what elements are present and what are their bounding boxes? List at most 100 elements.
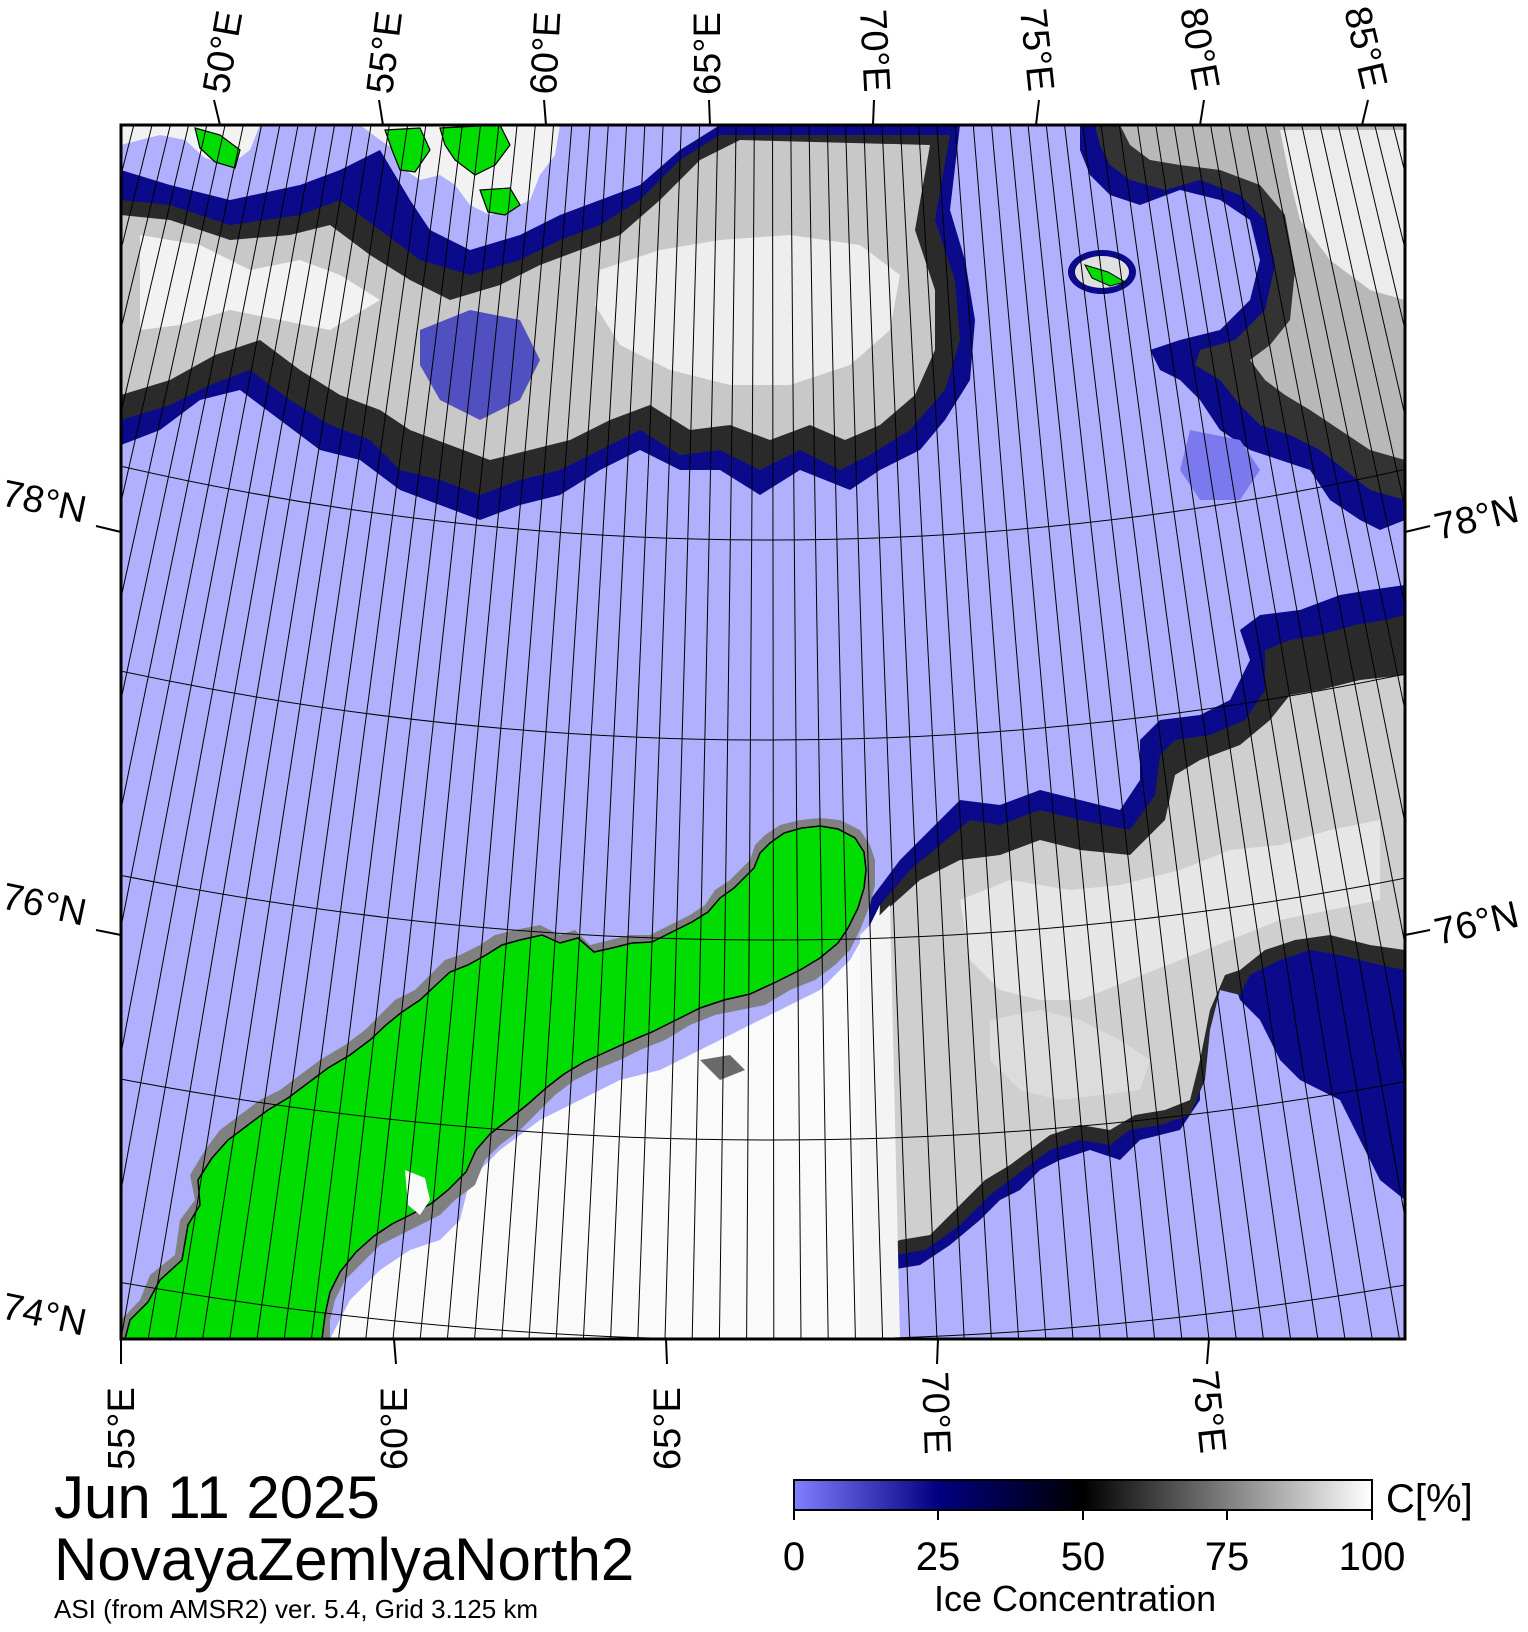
meridian bbox=[1064, 125, 1210, 1339]
top-lon-label: 60°E bbox=[523, 11, 569, 96]
kara-sea-ice bbox=[330, 905, 880, 1339]
meridian bbox=[1411, 125, 1528, 1339]
meridian bbox=[826, 125, 856, 1339]
meridian bbox=[582, 125, 646, 1339]
meridian bbox=[1100, 125, 1264, 1339]
meridian bbox=[1283, 125, 1405, 713]
bottom-lon-label: 65°E bbox=[647, 1387, 689, 1470]
meridian bbox=[1264, 125, 1405, 826]
meridian bbox=[121, 125, 281, 930]
meridian bbox=[0, 125, 116, 1339]
meridian bbox=[954, 125, 1047, 1339]
meridian bbox=[1045, 125, 1183, 1339]
meridian bbox=[918, 125, 992, 1339]
meridian bbox=[1137, 125, 1319, 1339]
tick-marks bbox=[95, 99, 1431, 1365]
meridian bbox=[1173, 125, 1373, 1339]
right-lat-label: 76°N bbox=[1431, 894, 1523, 954]
colorbar-title: Ice Concentration bbox=[934, 1578, 1217, 1619]
top-lon-label: 85°E bbox=[1335, 3, 1395, 93]
colorbar-tick: 0 bbox=[783, 1535, 805, 1579]
bottom-lon-label: 75°E bbox=[1183, 1369, 1233, 1456]
meridian bbox=[229, 125, 409, 1339]
meridian bbox=[121, 125, 244, 703]
meridian bbox=[845, 125, 884, 1339]
meridian bbox=[1027, 125, 1156, 1339]
meridian bbox=[691, 125, 719, 1339]
meridian bbox=[365, 125, 500, 1339]
left-lat-label: 78°N bbox=[0, 473, 90, 532]
meridian bbox=[1301, 125, 1405, 608]
meridian bbox=[121, 125, 317, 1194]
meridian bbox=[121, 125, 299, 1057]
meridian bbox=[991, 125, 1101, 1339]
meridian bbox=[1246, 125, 1405, 948]
right-lat-label: 78°N bbox=[1431, 489, 1523, 549]
meridian bbox=[936, 125, 1020, 1339]
meridian bbox=[637, 125, 682, 1339]
meridian bbox=[863, 125, 911, 1339]
meridian bbox=[972, 125, 1074, 1339]
meridian bbox=[147, 125, 354, 1339]
region-name: NovayaZemlyaNorth2 bbox=[54, 1526, 635, 1593]
bottom-longitude-labels: 55°E 60°E 65°E 70°E 75°E bbox=[101, 1369, 1233, 1470]
meridian bbox=[1118, 125, 1292, 1339]
meridian bbox=[790, 125, 802, 1339]
meridian bbox=[1392, 125, 1405, 175]
meridian bbox=[283, 125, 445, 1339]
colorbar-gradient bbox=[793, 1479, 1373, 1511]
bottom-lon-label: 55°E bbox=[101, 1387, 143, 1470]
meridian bbox=[392, 125, 518, 1339]
meridian bbox=[121, 125, 135, 177]
meridian bbox=[121, 125, 226, 601]
meridian bbox=[256, 125, 427, 1339]
meridian bbox=[808, 125, 829, 1339]
meridian bbox=[338, 125, 482, 1339]
left-lat-label: 74°N bbox=[0, 1286, 90, 1345]
meridian bbox=[1155, 125, 1346, 1339]
colorbar-tick: 25 bbox=[916, 1535, 961, 1579]
meridian bbox=[474, 125, 573, 1339]
meridian bbox=[899, 125, 965, 1339]
meridian bbox=[0, 125, 79, 1339]
meridian bbox=[310, 125, 463, 1339]
meridian bbox=[1228, 125, 1405, 1079]
top-longitude-labels: 50°E 55°E 60°E 65°E 70°E 75°E 80°E 85°E bbox=[196, 3, 1395, 97]
meridian bbox=[772, 125, 775, 1339]
top-lon-label: 70°E bbox=[851, 8, 897, 93]
colorbar-tick: 75 bbox=[1205, 1535, 1250, 1579]
meridian bbox=[0, 125, 97, 1339]
map-area bbox=[0, 125, 1528, 1339]
meridian bbox=[1082, 125, 1237, 1339]
map-date: Jun 11 2025 bbox=[54, 1464, 380, 1531]
top-lon-label: 75°E bbox=[1011, 7, 1061, 94]
top-lon-label: 80°E bbox=[1171, 4, 1227, 93]
meridian bbox=[121, 125, 336, 1339]
meridian bbox=[121, 125, 208, 505]
northern-ice-pack bbox=[121, 125, 975, 520]
graticule bbox=[0, 125, 1528, 1339]
bottom-lon-label: 70°E bbox=[913, 1371, 958, 1455]
left-lat-label: 76°N bbox=[0, 876, 90, 935]
meridian bbox=[1009, 125, 1128, 1339]
ushakov-island bbox=[1068, 250, 1136, 294]
southeast-ice-field bbox=[850, 585, 1405, 1339]
meridian bbox=[528, 125, 609, 1339]
meridian bbox=[555, 125, 628, 1339]
map-frame bbox=[119, 123, 1407, 1341]
bottom-lon-label: 60°E bbox=[374, 1387, 416, 1470]
meridian bbox=[1430, 125, 1528, 1339]
meridian bbox=[1191, 125, 1400, 1339]
top-lon-label: 50°E bbox=[196, 8, 252, 97]
meridian bbox=[746, 125, 755, 1339]
meridian bbox=[1210, 125, 1405, 1221]
meridian bbox=[1319, 125, 1405, 510]
top-lon-label: 55°E bbox=[359, 9, 411, 96]
meridian bbox=[202, 125, 390, 1339]
data-source: ASI (from AMSR2) ver. 5.4, Grid 3.125 km bbox=[54, 1594, 539, 1624]
meridian bbox=[419, 125, 536, 1339]
meridian bbox=[121, 125, 190, 415]
meridian bbox=[1337, 125, 1405, 418]
colorbar-tick: 50 bbox=[1061, 1535, 1106, 1579]
